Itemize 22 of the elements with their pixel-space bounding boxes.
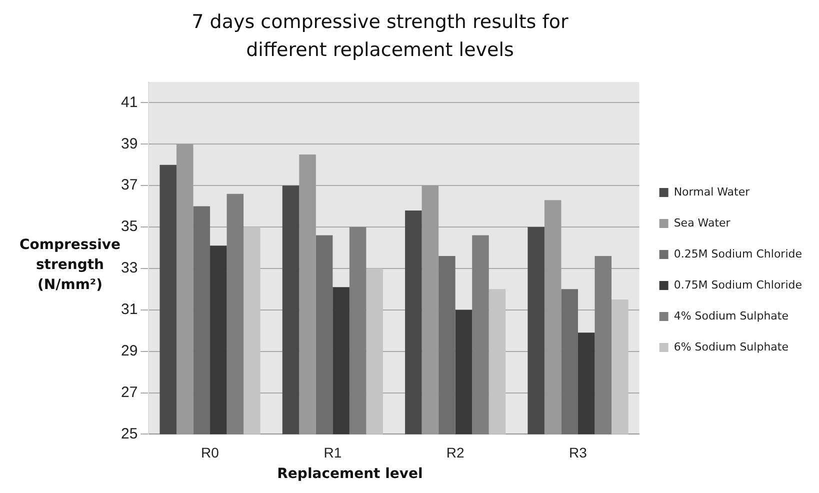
legend-label: 6% Sodium Sulphate [674, 340, 789, 354]
y-tick-label: 27 [120, 384, 138, 401]
y-tick-label: 31 [120, 301, 138, 318]
y-tick-label: 25 [120, 425, 138, 442]
y-tick-label: 41 [120, 94, 138, 111]
legend-label: Normal Water [674, 185, 750, 198]
y-tick-label: 35 [120, 218, 138, 236]
y-tick-label: 33 [120, 260, 138, 277]
x-tick-label: R0 [201, 444, 220, 460]
y-tick-label: 37 [120, 176, 138, 194]
y-tick-label: 39 [120, 135, 138, 152]
y-axis-title: Compressive strength (N/mm²) [20, 237, 120, 293]
legend-label: 0.75M Sodium Chloride [674, 278, 802, 292]
legend-label: Sea Water [674, 216, 731, 230]
x-tick-label: R2 [446, 444, 464, 460]
x-axis-title: Replacement level [276, 466, 424, 482]
y-tick-label: 29 [120, 342, 138, 360]
chart-title: 7 days compressive strength results for different replacement levels [190, 10, 570, 63]
legend-label: 4% Sodium Sulphate [674, 309, 789, 322]
x-tick-label: R3 [569, 444, 588, 460]
legend-label: 0.25M Sodium Chloride [674, 247, 802, 260]
x-tick-label: R1 [324, 444, 342, 460]
